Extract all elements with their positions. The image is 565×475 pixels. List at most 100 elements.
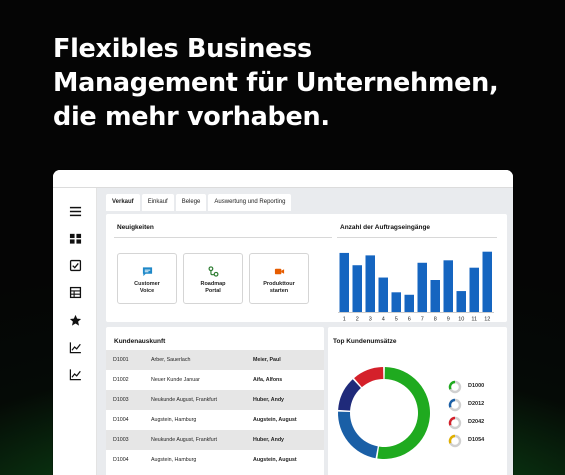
donut-segment (338, 411, 378, 459)
x-tick-label: 3 (369, 317, 372, 323)
customer-name-cell: Augstein, Hamburg (151, 417, 197, 423)
news-title: Neuigkeiten (117, 224, 154, 231)
legend-label: D2012 (468, 401, 485, 407)
app-topbar (53, 170, 513, 188)
legend-ring-icon (448, 416, 462, 430)
bar-month-2 (352, 265, 362, 312)
tab-bar: Verkauf Einkauf Belege Auswertung und Re… (106, 194, 292, 211)
table-icon[interactable] (68, 285, 82, 299)
tab-auswertung[interactable]: Auswertung und Reporting (208, 194, 292, 211)
customer-name-cell: Arber, Sauerlach (151, 357, 191, 363)
customer-id-cell: D1004 (113, 417, 129, 423)
headline-line-1: Flexibles Business (53, 34, 312, 64)
revenue-donut-chart (338, 367, 430, 459)
table-row[interactable]: D1001 Arber, Sauerlach Meier, Paul (106, 350, 324, 370)
star-icon[interactable] (68, 313, 82, 327)
x-tick-label: 11 (471, 317, 477, 323)
chat-icon (141, 265, 153, 277)
roadmap-portal-tile[interactable]: Roadmap Portal (183, 253, 243, 304)
legend-ring-icon (448, 434, 462, 448)
produkttour-label: Produkttour starten (263, 281, 295, 294)
bar-month-7 (417, 262, 427, 312)
tab-belege[interactable]: Belege (175, 194, 207, 211)
orders-bar-chart: 1 2 3 4 5 6 7 8 9 10 11 12 (338, 251, 494, 323)
trend-chart-icon[interactable] (68, 340, 82, 354)
sidebar (53, 188, 97, 475)
legend-ring-icon (448, 380, 462, 394)
customer-name-cell: Augstein, Hamburg (151, 457, 197, 463)
customer-id-cell: D1001 (113, 357, 129, 363)
trend-chart-icon[interactable] (68, 367, 82, 381)
contact-cell: Meier, Paul (253, 357, 281, 363)
customer-name-cell: Neukunde August, Frankfurt (151, 437, 217, 443)
news-divider (114, 237, 332, 238)
customer-id-cell: D1004 (113, 457, 129, 463)
bar-month-9 (443, 260, 453, 312)
contact-cell: Huber, Andy (253, 437, 284, 443)
contact-cell: Augstein, August (253, 457, 297, 463)
x-tick-label: 7 (421, 317, 424, 323)
donut-segment (377, 367, 430, 459)
x-tick-label: 8 (434, 317, 437, 323)
x-tick-label: 5 (395, 317, 398, 323)
customer-name-cell: Neuer Kunde Januar (151, 377, 200, 383)
roadmap-portal-label: Roadmap Portal (200, 281, 226, 294)
x-tick-label: 6 (408, 317, 411, 323)
x-tick-label: 10 (458, 317, 464, 323)
customer-info-card: Kundenauskunft D1001 Arber, Sauerlach Meie… (106, 327, 324, 475)
bar-month-10 (456, 291, 466, 312)
bar-month-4 (378, 277, 388, 312)
customer-id-cell: D1003 (113, 397, 129, 403)
customer-info-title: Kundenauskunft (114, 338, 166, 345)
top-revenue-title: Top Kundenumsätze (333, 338, 397, 345)
tab-einkauf[interactable]: Einkauf (141, 194, 174, 211)
bar-month-11 (469, 267, 479, 312)
x-tick-label: 9 (447, 317, 450, 323)
donut-segment (354, 367, 384, 388)
headline-line-3: die mehr vorhaben. (53, 102, 330, 132)
legend-label: D1054 (468, 437, 485, 443)
bar-month-5 (391, 292, 401, 312)
orders-divider (337, 237, 497, 238)
customer-id-cell: D1003 (113, 437, 129, 443)
legend-label: D2042 (468, 419, 485, 425)
legend-ring-icon (448, 398, 462, 412)
tab-verkauf[interactable]: Verkauf (106, 194, 140, 211)
bar-month-3 (365, 255, 375, 312)
headline: Flexibles Business Management für Untern… (53, 32, 533, 134)
headline-line-2: Management für Unternehmen, (53, 68, 499, 98)
route-icon (207, 265, 219, 277)
top-revenue-card: Top Kundenumsätze D1000 D2012 D2042 D1054 (328, 327, 507, 475)
x-tick-label: 12 (484, 317, 490, 323)
x-tick-label: 4 (382, 317, 385, 323)
table-row[interactable]: D1003 Neukunde August, Frankfurt Huber, An… (106, 430, 324, 450)
bar-month-1 (339, 252, 349, 312)
x-tick-label: 2 (356, 317, 359, 323)
top-card: Neuigkeiten Customer Voice Roadmap Porta… (106, 214, 507, 322)
grid-icon[interactable] (68, 231, 82, 245)
main-content: Verkauf Einkauf Belege Auswertung und Re… (97, 188, 513, 475)
customer-id-cell: D1002 (113, 377, 129, 383)
orders-chart-title: Anzahl der Auftragseingänge (340, 224, 431, 231)
menu-icon[interactable] (68, 204, 82, 218)
table-row[interactable]: D1004 Augstein, Hamburg Augstein, August (106, 410, 324, 430)
bar-month-12 (482, 251, 492, 312)
legend-label: D1000 (468, 383, 485, 389)
bar-month-6 (404, 294, 414, 312)
x-tick-label: 1 (343, 317, 346, 323)
app-window: Verkauf Einkauf Belege Auswertung und Re… (53, 170, 513, 475)
customer-voice-label: Customer Voice (134, 281, 160, 294)
contact-cell: Aifa, Alfons (253, 377, 283, 383)
table-row[interactable]: D1004 Augstein, Hamburg Augstein, August (106, 450, 324, 470)
produkttour-tile[interactable]: Produkttour starten (249, 253, 309, 304)
checkbox-icon[interactable] (68, 258, 82, 272)
table-row[interactable]: D1003 Neukunde August, Frankfurt Huber, An… (106, 390, 324, 410)
donut-segment (338, 379, 361, 411)
contact-cell: Huber, Andy (253, 397, 284, 403)
contact-cell: Augstein, August (253, 417, 297, 423)
table-row[interactable]: D1002 Neuer Kunde Januar Aifa, Alfons (106, 370, 324, 390)
bar-month-8 (430, 280, 440, 312)
video-icon (273, 265, 285, 277)
customer-name-cell: Neukunde August, Frankfurt (151, 397, 217, 403)
customer-voice-tile[interactable]: Customer Voice (117, 253, 177, 304)
